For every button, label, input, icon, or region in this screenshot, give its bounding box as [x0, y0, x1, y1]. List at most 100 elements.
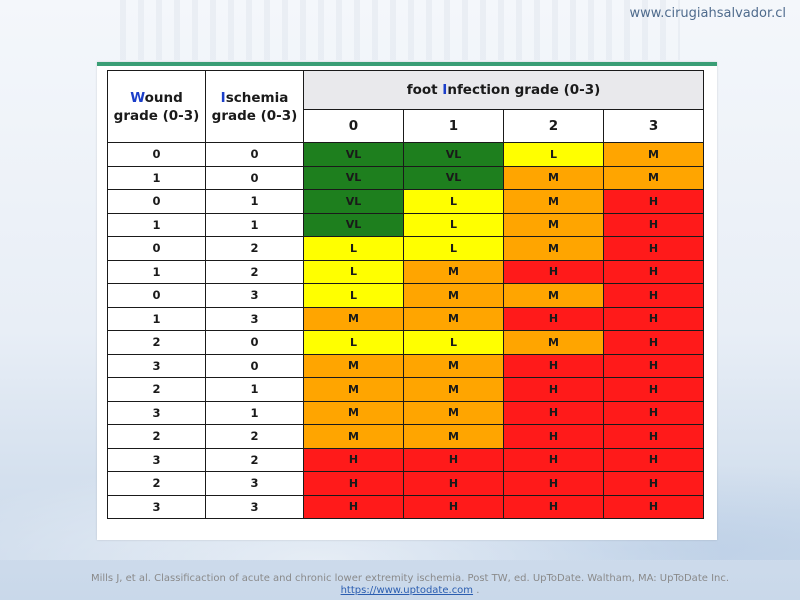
risk-cell: L — [403, 212, 504, 237]
uptodate-link[interactable]: https://www.uptodate.com — [340, 585, 474, 596]
risk-cell: VL — [303, 142, 404, 167]
wound-grade-cell: 2 — [107, 330, 206, 355]
risk-cell: M — [303, 424, 404, 449]
risk-table-body: 0 0 VL VL L M 1 0 VL VL M M 0 1 VL L M H 1 1 VL L M H 0 2 L L M H 1 2 L M… — [107, 142, 705, 519]
risk-cell: VL — [403, 142, 504, 167]
risk-cell: L — [503, 142, 604, 167]
wound-grade-cell: 3 — [107, 400, 206, 425]
risk-cell: M — [403, 283, 504, 308]
risk-cell: M — [403, 306, 504, 331]
risk-cell: VL — [303, 165, 404, 190]
risk-cell: H — [303, 447, 404, 472]
ischemia-grade-cell: 1 — [205, 400, 304, 425]
risk-cell: M — [403, 424, 504, 449]
ischemia-grade-cell: 0 — [205, 353, 304, 378]
risk-cell: L — [303, 236, 404, 261]
wound-grade-cell: 3 — [107, 447, 206, 472]
risk-cell: M — [403, 259, 504, 284]
risk-cell: L — [303, 283, 404, 308]
background-building-watermark — [120, 0, 680, 60]
risk-cell: H — [503, 259, 604, 284]
wound-grade-cell: 0 — [107, 283, 206, 308]
risk-cell: H — [602, 471, 705, 496]
risk-cell: H — [602, 330, 705, 355]
risk-cell: M — [503, 212, 604, 237]
risk-cell: M — [602, 142, 705, 167]
ischemia-grade-cell: 1 — [205, 377, 304, 402]
wound-grade-cell: 1 — [107, 212, 206, 237]
ischemia-grade-cell: 3 — [205, 306, 304, 331]
risk-cell: H — [602, 189, 705, 214]
wound-grade-cell: 1 — [107, 306, 206, 331]
risk-cell: H — [503, 447, 604, 472]
foot-infection-grade-header: foot Infection grade (0-3) — [302, 70, 705, 110]
table-row: 0 0 VL VL L M — [107, 142, 705, 167]
risk-cell: M — [303, 353, 404, 378]
wifi-classification-card: Wound grade (0-3) Ischemia grade (0-3) f… — [97, 62, 717, 540]
risk-cell: H — [503, 353, 604, 378]
ischemia-grade-cell: 3 — [205, 283, 304, 308]
risk-cell: H — [503, 400, 604, 425]
infection-grade-3-header: 3 — [602, 109, 705, 143]
wound-grade-cell: 2 — [107, 377, 206, 402]
risk-cell: M — [503, 283, 604, 308]
wound-grade-cell: 1 — [107, 165, 206, 190]
risk-cell: H — [503, 424, 604, 449]
risk-cell: H — [602, 353, 705, 378]
risk-cell: H — [602, 494, 705, 519]
wound-grade-cell: 2 — [107, 424, 206, 449]
risk-cell: M — [503, 165, 604, 190]
wound-grade-cell: 3 — [107, 494, 206, 519]
risk-cell: M — [303, 306, 404, 331]
ischemia-grade-cell: 3 — [205, 494, 304, 519]
risk-cell: L — [403, 189, 504, 214]
risk-cell: H — [602, 283, 705, 308]
risk-cell: H — [602, 377, 705, 402]
risk-cell: VL — [303, 189, 404, 214]
risk-cell: H — [303, 471, 404, 496]
site-url-watermark: www.cirugiahsalvador.cl — [629, 6, 786, 21]
ischemia-grade-cell: 1 — [205, 189, 304, 214]
risk-cell: H — [403, 494, 504, 519]
wound-grade-cell: 0 — [107, 142, 206, 167]
wound-grade-cell: 0 — [107, 189, 206, 214]
wound-grade-cell: 2 — [107, 471, 206, 496]
risk-cell: H — [602, 306, 705, 331]
wifi-risk-table: Wound grade (0-3) Ischemia grade (0-3) f… — [107, 70, 705, 519]
risk-cell: H — [602, 400, 705, 425]
risk-cell: H — [503, 377, 604, 402]
infection-grade-2-header: 2 — [503, 109, 604, 143]
citation: Mills J, et al. Classificaction of acute… — [90, 573, 730, 596]
ischemia-grade-cell: 2 — [205, 447, 304, 472]
risk-cell: H — [303, 494, 404, 519]
risk-cell: M — [503, 330, 604, 355]
risk-cell: M — [403, 400, 504, 425]
risk-cell: H — [503, 471, 604, 496]
wound-grade-cell: 1 — [107, 259, 206, 284]
wound-grade-cell: 3 — [107, 353, 206, 378]
risk-cell: M — [503, 189, 604, 214]
infection-grade-0-header: 0 — [303, 109, 404, 143]
table-row: 1 0 VL VL M M — [107, 165, 705, 190]
risk-cell: H — [602, 424, 705, 449]
risk-cell: H — [602, 259, 705, 284]
ischemia-grade-header: Ischemia grade (0-3) — [205, 70, 304, 143]
risk-cell: M — [303, 377, 404, 402]
risk-cell: L — [403, 330, 504, 355]
risk-cell: VL — [303, 212, 404, 237]
risk-cell: L — [403, 236, 504, 261]
ischemia-grade-cell: 2 — [205, 259, 304, 284]
risk-cell: H — [503, 306, 604, 331]
ischemia-grade-cell: 3 — [205, 471, 304, 496]
table-row: 0 1 VL L M H — [107, 189, 705, 214]
risk-cell: M — [403, 353, 504, 378]
